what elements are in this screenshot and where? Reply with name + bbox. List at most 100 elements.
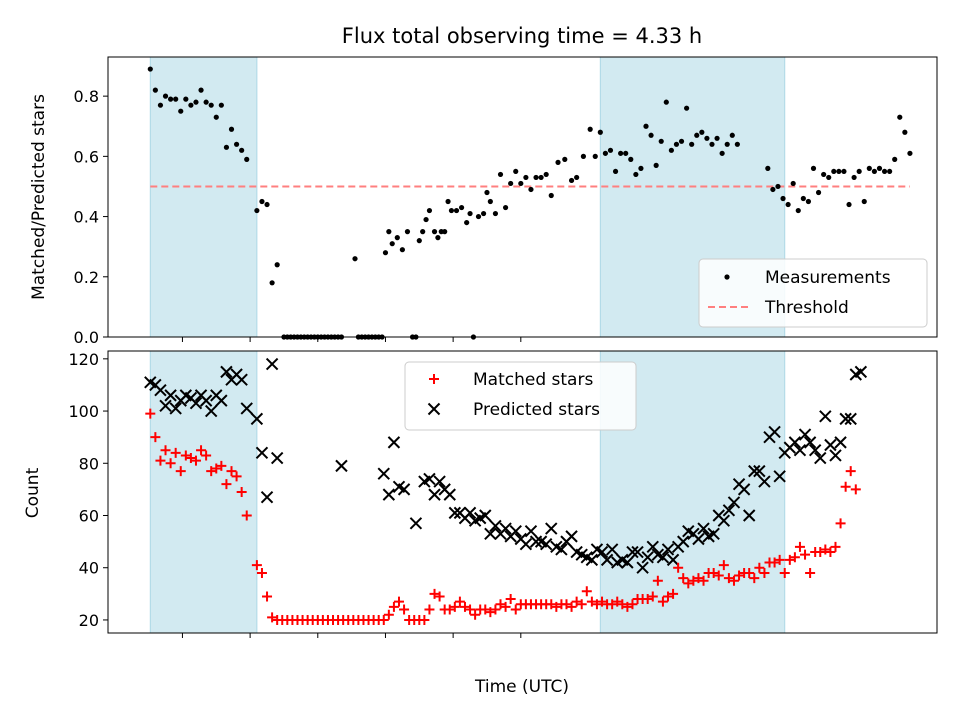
y-tick-label: 0.6 bbox=[74, 147, 99, 166]
measurement-point bbox=[523, 174, 529, 181]
measurement-point bbox=[157, 102, 164, 108]
predicted-point bbox=[199, 394, 213, 407]
measurement-point bbox=[831, 168, 837, 175]
measurement-point bbox=[658, 138, 664, 144]
predicted-point bbox=[539, 538, 553, 551]
measurement-point bbox=[765, 165, 771, 171]
matched-point bbox=[236, 487, 247, 497]
matched-point bbox=[480, 604, 491, 615]
predicted-point bbox=[159, 399, 172, 413]
top-y-axis-label: Matched/Predicted stars bbox=[29, 94, 49, 300]
measurement-point bbox=[861, 198, 867, 205]
matched-point bbox=[216, 460, 227, 471]
matched-point bbox=[642, 594, 653, 605]
predicted-point bbox=[722, 504, 736, 517]
measurement-point bbox=[876, 165, 883, 171]
measurement-point bbox=[775, 183, 781, 190]
measurement-point bbox=[826, 174, 832, 181]
matched-point bbox=[399, 604, 410, 615]
matched-point bbox=[419, 614, 430, 625]
measurement-point bbox=[404, 229, 411, 235]
measurement-point bbox=[800, 195, 806, 202]
matched-point bbox=[551, 601, 562, 612]
measurement-point bbox=[684, 105, 690, 111]
matched-point bbox=[145, 408, 156, 419]
matched-point bbox=[388, 601, 399, 612]
matched-point bbox=[241, 510, 252, 521]
matched-point bbox=[734, 570, 745, 581]
predicted-point bbox=[220, 365, 233, 379]
x-axis-label: Time (UTC) bbox=[474, 677, 569, 697]
measurement-point bbox=[274, 262, 280, 268]
predicted-point bbox=[235, 373, 248, 386]
measurement-point bbox=[399, 247, 405, 253]
measurement-point bbox=[528, 186, 534, 193]
measurement-point bbox=[484, 189, 490, 196]
measurement-point bbox=[810, 165, 817, 171]
measurement-point bbox=[633, 171, 639, 178]
matched-point bbox=[510, 604, 521, 615]
measurement-point bbox=[389, 241, 395, 247]
predicted-point bbox=[839, 412, 852, 426]
measurement-point bbox=[178, 108, 184, 114]
predicted-point bbox=[773, 470, 786, 483]
matched-point bbox=[759, 567, 770, 578]
matched-point bbox=[850, 484, 861, 495]
bottom-y-axis-label: Count bbox=[23, 467, 43, 518]
predicted-point bbox=[377, 467, 390, 480]
predicted-point bbox=[788, 436, 802, 449]
measurement-point bbox=[815, 189, 822, 196]
matched-point bbox=[251, 560, 262, 571]
y-tick-label: 40 bbox=[79, 559, 99, 578]
predicted-point bbox=[768, 425, 781, 439]
predicted-point bbox=[387, 436, 401, 449]
y-tick-label: 120 bbox=[68, 350, 99, 369]
matched-point bbox=[495, 599, 506, 610]
measurement-point bbox=[821, 171, 827, 178]
measurement-point bbox=[420, 229, 426, 235]
measurement-point bbox=[887, 168, 893, 175]
matched-point bbox=[561, 599, 572, 610]
predicted-point bbox=[409, 517, 423, 530]
top-legend: Measurements Threshold bbox=[698, 258, 928, 328]
measurement-point bbox=[508, 180, 514, 187]
predicted-point bbox=[626, 545, 639, 559]
matched-point bbox=[459, 601, 470, 612]
measurement-point bbox=[239, 147, 245, 153]
predicted-point bbox=[169, 402, 182, 415]
matched-point bbox=[769, 557, 780, 568]
predicted-point bbox=[748, 464, 761, 478]
measurement-point bbox=[453, 207, 460, 214]
matched-point bbox=[612, 596, 623, 607]
measurement-point bbox=[881, 168, 888, 175]
matched-point bbox=[779, 567, 790, 578]
measurement-point bbox=[382, 250, 389, 256]
matched-point bbox=[723, 573, 734, 584]
measurement-point bbox=[513, 168, 519, 175]
predicted-point bbox=[666, 553, 680, 567]
matched-point bbox=[434, 591, 445, 602]
predicted-point bbox=[814, 451, 827, 465]
measurement-point bbox=[497, 171, 504, 178]
legend-predicted-marker bbox=[427, 402, 441, 416]
matched-point bbox=[597, 596, 608, 607]
bottom-legend: Matched stars Predicted stars bbox=[404, 361, 637, 431]
predicted-point bbox=[428, 488, 441, 501]
predicted-point bbox=[463, 506, 477, 520]
matched-point bbox=[201, 450, 212, 461]
measurement-point bbox=[795, 207, 801, 214]
measurement-point bbox=[871, 168, 878, 175]
matched-point bbox=[815, 547, 826, 558]
measurement-point bbox=[841, 168, 847, 175]
measurement-point bbox=[448, 207, 455, 214]
measurement-point bbox=[668, 147, 674, 153]
measurement-point bbox=[386, 229, 392, 235]
matched-point bbox=[196, 445, 207, 456]
measurement-point bbox=[208, 102, 214, 108]
bottom-axes-frame bbox=[107, 350, 938, 634]
measurement-point bbox=[856, 168, 862, 175]
predicted-point bbox=[697, 522, 710, 535]
predicted-point bbox=[677, 535, 690, 548]
matched-point bbox=[449, 601, 460, 612]
predicted-point bbox=[854, 365, 868, 379]
